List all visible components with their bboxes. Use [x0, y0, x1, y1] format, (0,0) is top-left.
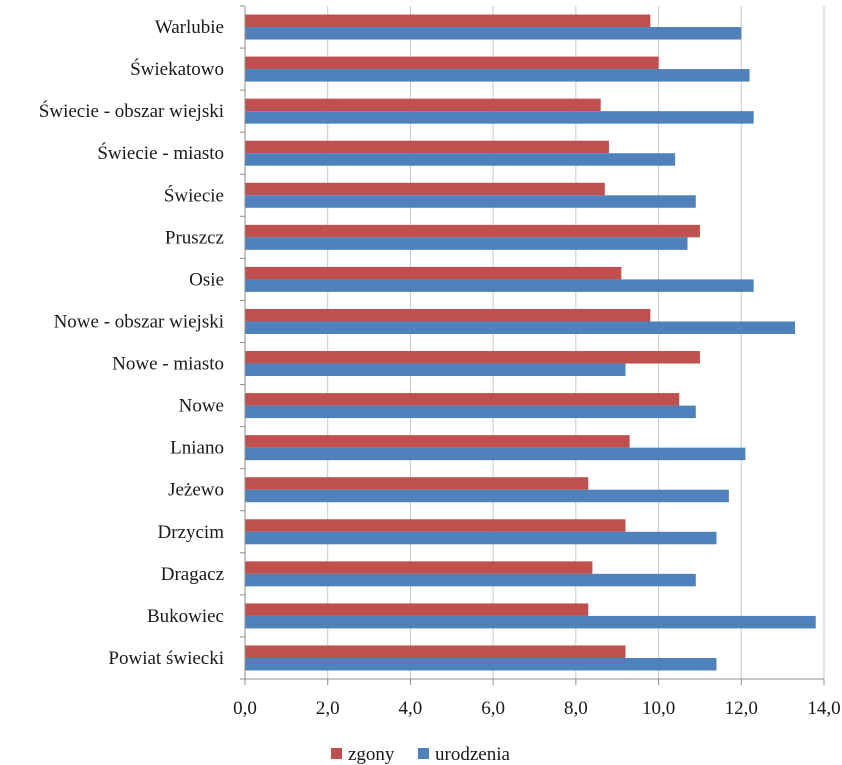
bar-zgony: [245, 14, 651, 28]
x-tick-label: 4,0: [399, 698, 423, 719]
bar-zgony: [245, 435, 630, 448]
axes: [240, 5, 825, 685]
bar-urodzenia: [245, 111, 754, 124]
legend-label-urodzenia: urodzenia: [435, 744, 510, 765]
bar-zgony: [245, 98, 601, 112]
x-tick-label: 10,0: [642, 698, 675, 719]
legend-swatch-zgony: [331, 748, 342, 759]
category-label: Powiat świecki: [108, 648, 224, 669]
category-label: Nowe - obszar wiejski: [54, 311, 224, 332]
bar-urodzenia: [245, 69, 750, 82]
category-label: Lniano: [170, 438, 224, 459]
bar-urodzenia: [245, 279, 754, 292]
category-label: Pruszcz: [165, 227, 224, 248]
bar-urodzenia: [245, 153, 676, 166]
bar-urodzenia: [245, 573, 696, 587]
x-tick-label: 8,0: [564, 698, 588, 719]
legend-label-zgony: zgony: [348, 744, 395, 765]
bar-zgony: [245, 308, 651, 322]
bar-urodzenia: [245, 195, 696, 208]
category-label: Dragacz: [161, 564, 224, 585]
bar-zgony: [245, 182, 605, 196]
category-label: Świekatowo: [130, 58, 224, 80]
category-label: Nowe: [179, 396, 224, 417]
category-label: Bukowiec: [147, 606, 224, 627]
category-label: Nowe - miasto: [112, 354, 224, 375]
bar-urodzenia: [245, 405, 696, 419]
legend: zgony urodzenia: [331, 744, 510, 765]
x-tick-label: 6,0: [481, 698, 505, 719]
bar-urodzenia: [245, 489, 729, 503]
category-label: Drzycim: [158, 522, 225, 543]
bar-urodzenia: [245, 363, 626, 377]
category-label: Jeżewo: [168, 480, 224, 501]
bar-zgony: [245, 477, 589, 490]
bar-urodzenia: [245, 531, 717, 545]
category-label: Świecie - obszar wiejski: [39, 100, 224, 122]
category-label: Świecie - miasto: [97, 142, 224, 164]
bars: [245, 14, 816, 671]
bar-urodzenia: [245, 657, 717, 671]
category-label: Świecie: [164, 184, 224, 206]
x-tick-label: 0,0: [233, 698, 257, 719]
bar-zgony: [245, 561, 593, 574]
category-label: Osie: [189, 269, 224, 290]
bar-urodzenia: [245, 615, 816, 629]
bar-zgony: [245, 56, 659, 70]
bar-zgony: [245, 603, 589, 616]
x-tick-labels: 0,0 2,0 4,0 6,0 8,0 10,0 12,0 14,0: [233, 698, 841, 719]
bar-zgony: [245, 266, 622, 280]
bar-urodzenia: [245, 237, 688, 250]
bar-zgony: [245, 393, 680, 406]
x-tick-label: 2,0: [316, 698, 340, 719]
legend-swatch-urodzenia: [418, 748, 429, 759]
category-label: Warlubie: [155, 17, 224, 38]
bar-zgony: [245, 140, 609, 154]
bar-zgony: [245, 224, 700, 238]
x-tick-label: 14,0: [807, 698, 840, 719]
bar-zgony: [245, 351, 700, 364]
x-tick-label: 12,0: [725, 698, 758, 719]
bar-urodzenia: [245, 27, 742, 40]
bar-urodzenia: [245, 321, 796, 334]
bar-zgony: [245, 645, 626, 658]
bar-urodzenia: [245, 447, 746, 461]
category-labels: Warlubie Świekatowo Świecie - obszar wiejs…: [39, 17, 224, 669]
bar-zgony: [245, 519, 626, 532]
